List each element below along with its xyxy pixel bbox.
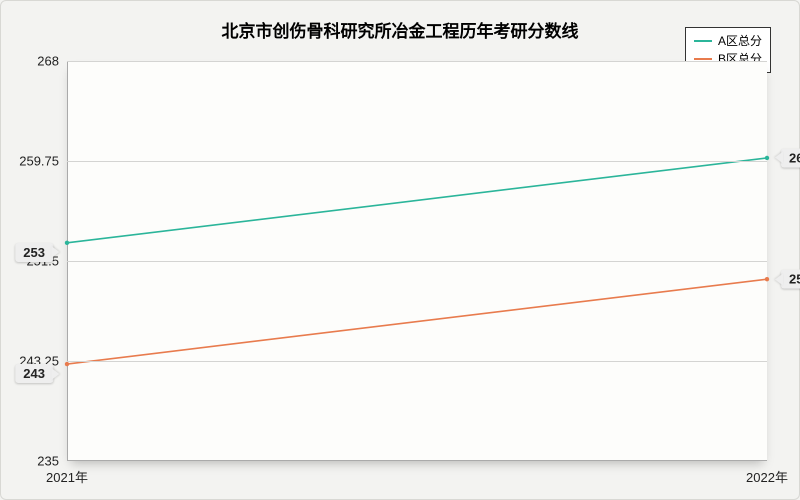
legend-swatch-b <box>694 58 712 60</box>
lines-layer <box>67 61 367 211</box>
legend-swatch-a <box>694 40 712 42</box>
value-label: 243 <box>15 364 59 383</box>
series-marker <box>765 156 769 160</box>
chart-title: 北京市创伤骨科研究所冶金工程历年考研分数线 <box>1 17 799 42</box>
x-tick-label: 2021年 <box>46 461 88 486</box>
legend-label: A区总分 <box>718 32 762 50</box>
grid-line <box>67 161 767 162</box>
series-marker <box>765 277 769 281</box>
y-tick-label: 268 <box>37 54 67 69</box>
grid-line <box>67 361 767 362</box>
value-label: 253 <box>15 243 59 262</box>
y-tick-label: 259.75 <box>19 154 67 169</box>
value-label: 260 <box>775 148 800 167</box>
grid-line <box>67 261 767 262</box>
x-tick-label: 2022年 <box>746 461 788 486</box>
grid-line <box>67 61 767 62</box>
plot-area: 235243.25251.5259.752682021年2022年2532602… <box>67 61 767 461</box>
value-label: 250 <box>775 270 800 289</box>
legend-item: A区总分 <box>694 32 762 50</box>
series-marker <box>65 241 69 245</box>
